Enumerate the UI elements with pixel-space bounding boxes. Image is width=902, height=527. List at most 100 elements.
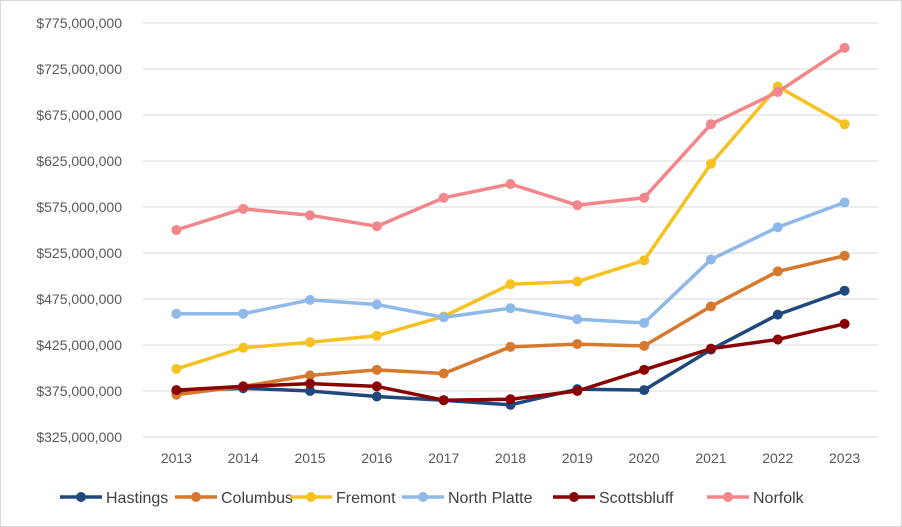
data-point [572,276,583,287]
x-tick-label: 2023 [829,450,860,466]
x-tick-label: 2015 [294,450,325,466]
data-point [772,87,783,97]
data-point [772,266,783,277]
data-point [438,312,449,323]
data-point [705,254,716,265]
data-point [371,221,382,232]
data-point [639,255,650,266]
data-point [238,203,249,214]
legend: Hastings Columbus Fremont North Platte Scott… [60,490,805,507]
data-point [371,299,382,310]
legend-label: Norfolk [753,490,805,507]
legend-item: Columbus [175,490,293,507]
legend-item: Norfolk [707,490,805,507]
data-point [305,337,316,348]
data-point [238,381,249,392]
series-line [175,46,846,232]
data-point [639,340,650,351]
gridlines [143,22,878,438]
data-point [572,200,583,211]
series-line [175,84,846,371]
legend-label: Scottsbluff [599,490,674,507]
x-axis-ticks: 2013 2014 2015 2016 2017 2018 2019 2020 2021 2022… [161,450,861,466]
data-point [772,222,783,233]
legend-item: Hastings [60,490,168,507]
legend-item: North Platte [402,490,533,507]
legend-label: Columbus [221,490,293,507]
series-north-platte [171,197,850,328]
x-tick-label: 2020 [629,450,660,466]
data-point [639,385,650,396]
data-point [171,308,182,319]
data-point [772,334,783,345]
data-point [505,279,516,290]
legend-item: Scottsbluff [553,490,674,507]
series-lines [171,42,850,410]
data-point [505,303,516,314]
data-point [305,386,316,396]
data-point [171,385,182,396]
y-tick-label: $375,000,000 [36,383,122,399]
legend-swatch-marker [418,492,428,502]
data-point [839,285,850,296]
y-tick-label: $725,000,000 [36,61,122,77]
series-columbus [171,250,850,400]
legend-label: North Platte [448,490,533,507]
legend-swatch-marker [569,492,579,502]
data-point [371,330,382,341]
data-point [371,364,382,375]
y-tick-label: $775,000,000 [36,15,122,31]
data-point [438,192,449,203]
data-point [171,363,182,374]
data-point [371,391,382,402]
x-tick-label: 2021 [695,450,726,466]
data-point [171,225,182,235]
data-point [238,342,249,353]
legend-swatch-marker [191,492,201,502]
y-tick-label: $525,000,000 [36,245,122,261]
data-point [705,301,716,312]
data-point [305,370,316,381]
y-tick-label: $675,000,000 [36,107,122,123]
x-tick-label: 2019 [562,450,593,466]
legend-swatch-marker [306,492,316,502]
data-point [839,197,850,208]
data-point [639,317,650,328]
series-scottsbluff [171,318,850,406]
data-point [238,308,249,319]
data-point [305,210,316,221]
data-point [505,341,516,352]
x-tick-label: 2014 [228,450,259,466]
y-tick-label: $475,000,000 [36,291,122,307]
data-point [705,158,716,169]
data-point [371,381,382,392]
x-tick-label: 2017 [428,450,459,466]
x-tick-label: 2018 [495,450,526,466]
data-point [572,314,583,325]
data-point [438,395,449,406]
legend-label: Hastings [106,490,168,507]
data-point [639,364,650,375]
data-point [572,339,583,350]
data-point [839,42,850,53]
data-point [505,394,516,405]
series-line [176,254,845,397]
series-norfolk [171,42,850,235]
legend-swatch-marker [723,492,733,502]
legend-swatch-marker [76,492,86,502]
data-point [772,309,783,320]
data-point [839,318,850,329]
data-point [705,343,716,354]
y-tick-label: $325,000,000 [36,429,122,445]
data-point [839,119,850,130]
legend-label: Fremont [336,490,396,507]
data-point [438,368,449,379]
y-tick-label: $575,000,000 [36,199,122,215]
data-point [572,386,583,396]
legend-item: Fremont [290,490,396,507]
x-tick-label: 2022 [762,450,793,466]
x-tick-label: 2016 [361,450,392,466]
data-point [639,192,650,203]
x-tick-label: 2013 [161,450,192,466]
